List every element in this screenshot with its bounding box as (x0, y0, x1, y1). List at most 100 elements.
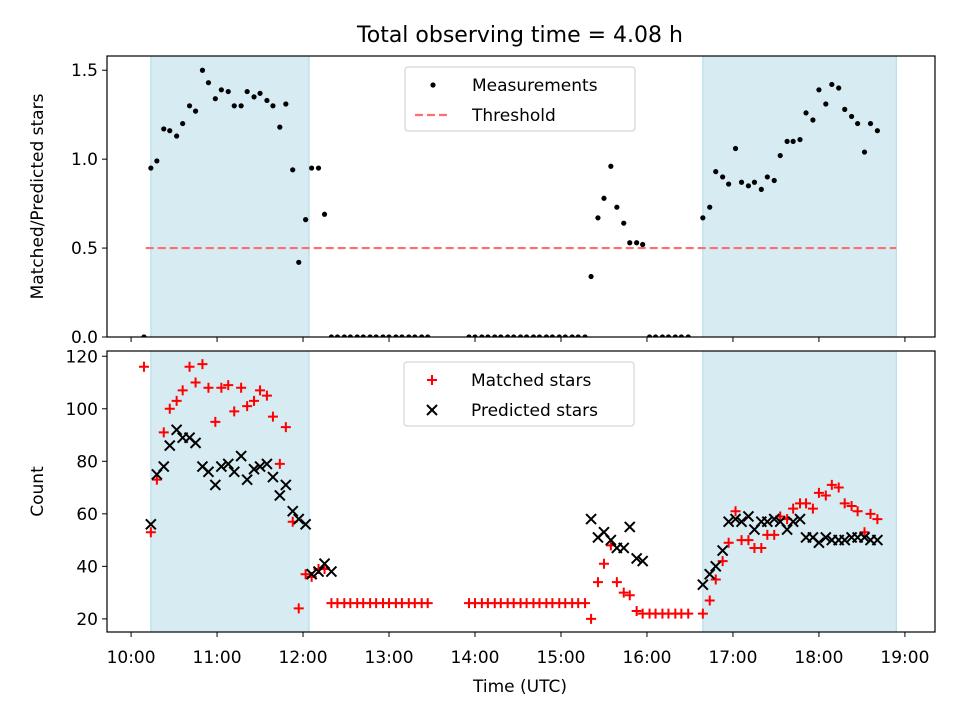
matched-star-point (138, 361, 149, 372)
measurement-point (264, 97, 270, 104)
count-axes-frame (106, 350, 936, 633)
matched-star-point (190, 377, 201, 388)
predicted-star-point (261, 458, 273, 470)
measurement-point (720, 174, 726, 180)
count-y-axis-label: Count (28, 466, 48, 517)
legend-measurement-swatch (430, 82, 436, 88)
predicted-star-point (274, 489, 286, 502)
measurement-point (161, 126, 167, 132)
matched-star-point (300, 569, 311, 580)
matched-star-point (723, 537, 734, 548)
x-tick-label: 18:00 (794, 648, 843, 668)
matched-star-point (820, 490, 831, 501)
x-tick-label: 19:00 (880, 648, 929, 668)
matched-star-point (210, 416, 221, 427)
predicted-star-point (722, 515, 735, 528)
measurements-series (141, 67, 880, 337)
ratio-legend: Measurements Threshold (404, 66, 636, 132)
measurement-point (174, 133, 180, 139)
ratio-plot-area (141, 67, 897, 337)
predicted-star-point (228, 466, 240, 478)
x-tick-label: 14:00 (451, 648, 500, 668)
measurement-point (231, 103, 237, 109)
matched-star-point (852, 506, 863, 517)
matched-star-point (788, 503, 799, 514)
predicted-star-point (235, 450, 247, 462)
matched-star-point (158, 427, 169, 438)
matched-star-point (618, 587, 629, 598)
matched-star-point (203, 382, 214, 393)
measurement-point (549, 334, 555, 337)
matched-star-point (580, 598, 591, 609)
matched-star-point (177, 385, 188, 396)
predicted-star-point (839, 534, 851, 546)
measurement-point (498, 334, 504, 337)
matched-star-point (422, 598, 433, 609)
legend-label: Matched stars (471, 371, 591, 391)
matched-star-point (807, 503, 818, 514)
predicted-star-point (729, 513, 742, 525)
predicted-star-point (189, 437, 202, 449)
measurement-point (309, 165, 315, 171)
y-tick-label: 120 (66, 347, 98, 367)
measurement-point (803, 110, 809, 116)
predicted-star-point (624, 521, 636, 533)
matched-star-point (801, 498, 812, 509)
measurement-point (855, 120, 861, 127)
x-tick-label: 11:00 (193, 648, 242, 668)
measurement-point (640, 241, 646, 248)
measurement-point (627, 240, 633, 246)
predicted-star-point (761, 515, 774, 528)
predicted-star-point (248, 463, 260, 475)
x-tick-label: 13:00 (365, 648, 414, 668)
matched-star-point (598, 558, 609, 569)
predicted-star-point (787, 515, 799, 528)
measurement-point (829, 81, 835, 88)
measurement-point (479, 334, 485, 337)
legend-matched-swatch (427, 375, 437, 385)
predicted-star-point (209, 479, 222, 491)
measurement-point (251, 94, 257, 100)
shaded-span (702, 55, 897, 338)
measurement-point (270, 103, 276, 109)
predicted-star-point (716, 544, 729, 557)
measurement-point (536, 334, 543, 337)
ratio-axes-frame (106, 55, 936, 338)
measurement-point (212, 96, 218, 102)
matched-star-point (280, 422, 291, 433)
measurement-point (180, 120, 186, 127)
measurement-point (205, 80, 212, 86)
measurement-point (777, 152, 783, 159)
matched-star-point (171, 395, 182, 406)
measurement-point (836, 85, 842, 91)
measurement-point (225, 88, 231, 95)
matched-star-point (717, 556, 728, 567)
matched-star-point (697, 608, 708, 619)
predicted-star-point (202, 466, 215, 478)
matched-star-point (223, 380, 234, 391)
matched-star-point (743, 535, 754, 546)
measurement-point (380, 334, 386, 337)
matched-star-point (586, 613, 597, 624)
matched-star-point (683, 608, 694, 619)
ratio-panel: 0.0 0.5 1.0 1.5 Matched/Predicted stars Measu… (28, 55, 936, 348)
predicted-star-point (267, 471, 279, 483)
measurement-point (608, 163, 614, 169)
measurement-point (738, 179, 745, 185)
measurement-point (472, 334, 478, 337)
measurement-point (199, 67, 206, 73)
matched-star-point (592, 577, 603, 588)
measurement-point (328, 334, 335, 337)
count-legend: Matched stars Predicted stars (403, 361, 635, 427)
chart-title: Total observing time = 4.08 h (356, 23, 683, 48)
predicted-stars-series (145, 424, 884, 591)
measurement-point (601, 195, 607, 201)
matched-star-point (872, 514, 883, 525)
measurement-point (797, 136, 803, 143)
predicted-star-point (710, 560, 722, 573)
predicted-star-point (170, 424, 183, 436)
measurement-point (678, 334, 684, 337)
measurement-point (419, 334, 425, 337)
matched-star-point (261, 390, 272, 401)
matched-star-point (184, 361, 195, 372)
